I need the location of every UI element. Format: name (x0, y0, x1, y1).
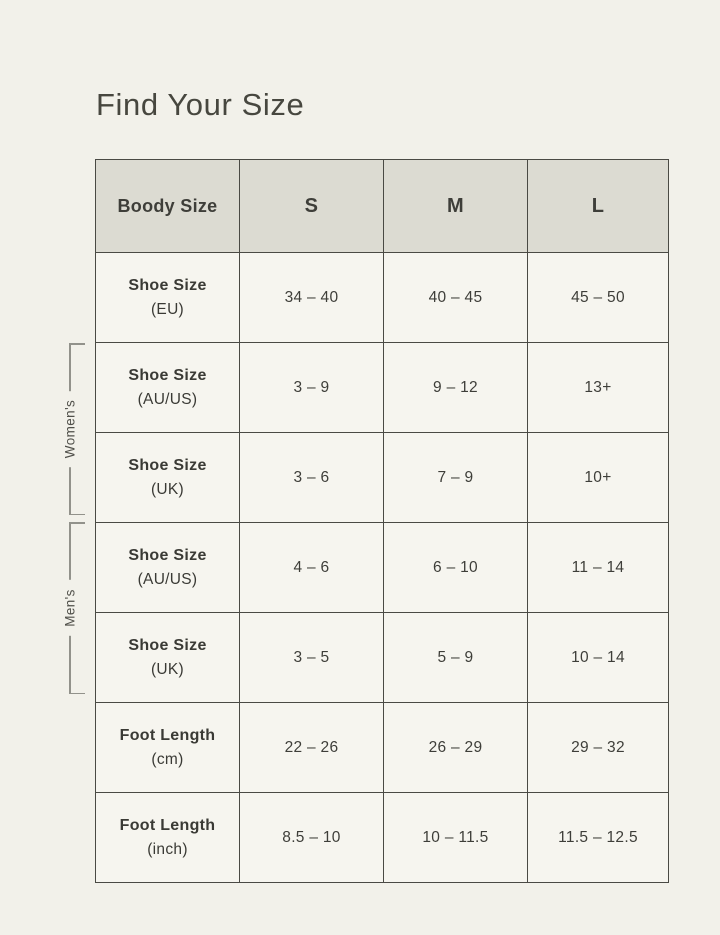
size-value-cell: 7 – 9 (383, 432, 528, 523)
size-value-cell: 4 – 6 (239, 522, 384, 613)
value-s: 8.5 – 10 (282, 828, 341, 846)
size-value-cell: 10 – 11.5 (383, 792, 528, 883)
value-m: 26 – 29 (428, 738, 483, 756)
row-label-cell: Shoe Size (AU/US) (95, 342, 240, 433)
row-label-line1: Shoe Size (128, 367, 207, 384)
table-row-mens-shoe-size-au-us: Shoe Size (AU/US) 4 – 6 6 – 10 11 – 14 (95, 522, 669, 613)
size-value-cell: 13+ (527, 342, 669, 433)
value-s: 3 – 9 (293, 378, 330, 396)
value-l: 11.5 – 12.5 (558, 828, 638, 846)
size-value-cell: 22 – 26 (239, 702, 384, 793)
table-row-womens-shoe-size-uk: Shoe Size (UK) 3 – 6 7 – 9 10+ (95, 432, 669, 523)
row-label-line1: Shoe Size (128, 637, 207, 654)
value-m: 7 – 9 (437, 468, 474, 486)
mens-group-label: Men's (62, 580, 78, 636)
value-l: 29 – 32 (571, 738, 625, 756)
page-title: Find Your Size (96, 86, 305, 122)
table-row-foot-length-inch: Foot Length (inch) 8.5 – 10 10 – 11.5 11… (95, 792, 669, 883)
row-label-cell: Foot Length (cm) (95, 702, 240, 793)
size-value-cell: 8.5 – 10 (239, 792, 384, 883)
header-size-m: M (383, 159, 528, 253)
size-value-cell: 40 – 45 (383, 252, 528, 343)
value-m: 40 – 45 (428, 288, 483, 306)
size-value-cell: 11 – 14 (527, 522, 669, 613)
table-row-womens-shoe-size-au-us: Shoe Size (AU/US) 3 – 9 9 – 12 13+ (95, 342, 669, 433)
header-boody-size: Boody Size (95, 159, 240, 253)
value-m: 10 – 11.5 (422, 828, 489, 846)
value-s: 22 – 26 (284, 738, 339, 756)
header-boody-size-label: Boody Size (117, 195, 218, 216)
size-value-cell: 11.5 – 12.5 (527, 792, 669, 883)
row-label-line2: (EU) (150, 301, 185, 318)
size-value-cell: 34 – 40 (239, 252, 384, 343)
row-label-line1: Shoe Size (128, 457, 207, 474)
womens-group-label: Women's (62, 390, 78, 468)
row-label-line1: Foot Length (119, 817, 216, 834)
header-size-s: S (239, 159, 384, 253)
size-value-cell: 10 – 14 (527, 612, 669, 703)
value-l: 13+ (584, 378, 612, 396)
row-label-line2: (cm) (151, 751, 184, 768)
size-value-cell: 10+ (527, 432, 669, 523)
value-s: 3 – 5 (293, 648, 330, 666)
size-value-cell: 3 – 6 (239, 432, 384, 523)
table-row-mens-shoe-size-uk: Shoe Size (UK) 3 – 5 5 – 9 10 – 14 (95, 612, 669, 703)
size-value-cell: 6 – 10 (383, 522, 528, 613)
mens-group-bracket: Men's (62, 522, 85, 694)
value-s: 3 – 6 (293, 468, 330, 486)
row-label-cell: Shoe Size (UK) (95, 612, 240, 703)
row-label-line2: (UK) (150, 661, 185, 678)
bracket-top-tick (69, 343, 85, 345)
row-label-line1: Shoe Size (128, 277, 207, 294)
value-s: 34 – 40 (284, 288, 339, 306)
header-l-label: L (591, 194, 605, 217)
header-size-l: L (527, 159, 669, 253)
row-label-line2: (inch) (147, 841, 188, 858)
row-label-line1: Shoe Size (128, 547, 207, 564)
row-label-cell: Shoe Size (EU) (95, 252, 240, 343)
row-label-line2: (AU/US) (137, 391, 198, 408)
row-label-line1: Foot Length (119, 727, 216, 744)
row-label-cell: Shoe Size (AU/US) (95, 522, 240, 613)
bracket-bottom-tick (69, 513, 85, 515)
size-value-cell: 26 – 29 (383, 702, 528, 793)
value-m: 6 – 10 (433, 558, 478, 576)
value-l: 10+ (584, 468, 612, 486)
size-chart-table: Boody Size S M L Shoe Size (EU) 34 – 40 … (95, 159, 669, 883)
bracket-bottom-tick (69, 692, 85, 694)
row-label-line2: (UK) (150, 481, 185, 498)
value-m: 9 – 12 (433, 378, 478, 396)
header-s-label: S (304, 194, 319, 217)
size-value-cell: 29 – 32 (527, 702, 669, 793)
womens-group-bracket: Women's (62, 343, 85, 515)
row-label-line2: (AU/US) (137, 571, 198, 588)
size-value-cell: 9 – 12 (383, 342, 528, 433)
size-value-cell: 5 – 9 (383, 612, 528, 703)
header-m-label: M (447, 194, 464, 217)
size-value-cell: 3 – 5 (239, 612, 384, 703)
value-l: 45 – 50 (571, 288, 625, 306)
value-l: 11 – 14 (571, 558, 625, 576)
table-row-shoe-size-eu: Shoe Size (EU) 34 – 40 40 – 45 45 – 50 (95, 252, 669, 343)
value-m: 5 – 9 (437, 648, 474, 666)
row-label-cell: Shoe Size (UK) (95, 432, 240, 523)
table-row-foot-length-cm: Foot Length (cm) 22 – 26 26 – 29 29 – 32 (95, 702, 669, 793)
row-label-cell: Foot Length (inch) (95, 792, 240, 883)
bracket-top-tick (69, 522, 85, 524)
value-l: 10 – 14 (571, 648, 625, 666)
value-s: 4 – 6 (293, 558, 330, 576)
size-value-cell: 3 – 9 (239, 342, 384, 433)
size-value-cell: 45 – 50 (527, 252, 669, 343)
header-row: Boody Size S M L (95, 159, 669, 253)
